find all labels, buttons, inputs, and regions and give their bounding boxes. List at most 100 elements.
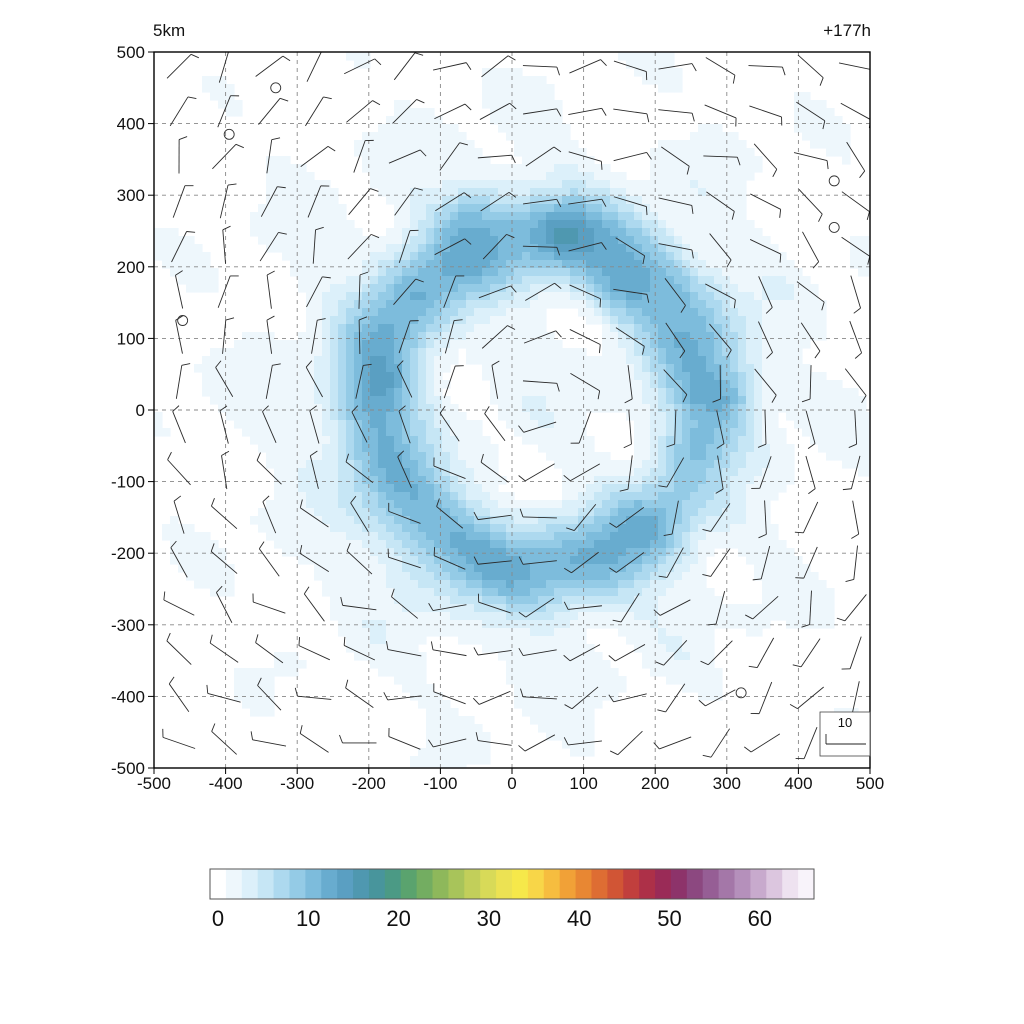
contour-cell xyxy=(642,604,651,613)
contour-cell xyxy=(186,564,195,573)
contour-cell xyxy=(738,612,747,621)
contour-cell xyxy=(642,420,651,429)
contour-cell xyxy=(706,372,715,381)
contour-cell xyxy=(602,532,611,541)
contour-cell xyxy=(458,188,467,197)
contour-cell xyxy=(354,228,363,237)
contour-cell xyxy=(506,252,515,261)
contour-cell xyxy=(306,284,315,293)
contour-cell xyxy=(570,348,579,357)
contour-cell xyxy=(458,292,467,301)
contour-cell xyxy=(570,524,579,533)
contour-cell xyxy=(778,548,787,557)
contour-cell xyxy=(778,276,787,285)
contour-cell xyxy=(594,300,603,309)
contour-cell xyxy=(370,156,379,165)
contour-cell xyxy=(658,532,667,541)
contour-cell xyxy=(602,372,611,381)
contour-cell xyxy=(346,564,355,573)
contour-cell xyxy=(706,268,715,277)
contour-cell xyxy=(610,612,619,621)
contour-cell xyxy=(562,300,571,309)
contour-cell xyxy=(530,308,539,317)
contour-cell xyxy=(234,676,243,685)
contour-cell xyxy=(674,148,683,157)
contour-cell xyxy=(514,508,523,517)
wind-barb-shaft xyxy=(569,329,601,345)
contour-cell xyxy=(434,548,443,557)
contour-cell xyxy=(618,308,627,317)
contour-cell xyxy=(578,172,587,181)
contour-cell xyxy=(490,500,499,509)
contour-cell xyxy=(210,92,219,101)
contour-cell xyxy=(562,372,571,381)
contour-cell xyxy=(866,452,870,461)
wind-barb-flag xyxy=(209,634,213,644)
contour-cell xyxy=(394,596,403,605)
contour-cell xyxy=(578,660,587,669)
contour-cell xyxy=(378,276,387,285)
contour-cell xyxy=(562,228,571,237)
contour-cell xyxy=(562,540,571,549)
contour-cell xyxy=(594,468,603,477)
contour-cell xyxy=(570,420,579,429)
contour-cell xyxy=(626,412,635,421)
contour-cell xyxy=(754,564,763,573)
contour-cell xyxy=(762,380,771,389)
contour-cell xyxy=(682,420,691,429)
contour-cell xyxy=(642,620,651,629)
contour-cell xyxy=(666,316,675,325)
contour-cell xyxy=(778,596,787,605)
contour-cell xyxy=(514,116,523,125)
wind-barb-flag xyxy=(779,254,782,263)
contour-cell xyxy=(354,364,363,373)
contour-cell xyxy=(810,404,819,413)
contour-cell xyxy=(442,564,451,573)
contour-cell xyxy=(402,484,411,493)
contour-cell xyxy=(818,580,827,589)
contour-cell xyxy=(690,404,699,413)
contour-cell xyxy=(634,388,643,397)
contour-cell xyxy=(322,572,331,581)
contour-cell xyxy=(346,556,355,565)
contour-cell xyxy=(754,468,763,477)
contour-cell xyxy=(690,644,699,653)
contour-cell xyxy=(482,76,491,85)
contour-cell xyxy=(650,244,659,253)
contour-cell xyxy=(410,364,419,373)
contour-cell xyxy=(266,236,275,245)
contour-cell xyxy=(602,196,611,205)
contour-cell xyxy=(306,308,315,317)
contour-cell xyxy=(250,436,259,445)
contour-cell xyxy=(698,596,707,605)
contour-cell xyxy=(186,556,195,565)
contour-cell xyxy=(730,332,739,341)
contour-cell xyxy=(762,580,771,589)
contour-cell xyxy=(274,508,283,517)
contour-cell xyxy=(530,132,539,141)
contour-cell xyxy=(746,468,755,477)
contour-cell xyxy=(602,596,611,605)
contour-cell xyxy=(666,164,675,173)
contour-cell xyxy=(738,188,747,197)
contour-cell xyxy=(658,52,667,61)
contour-cell xyxy=(586,676,595,685)
contour-cell xyxy=(322,364,331,373)
contour-cell xyxy=(578,444,587,453)
contour-cell xyxy=(538,428,547,437)
contour-cell xyxy=(434,460,443,469)
contour-cell xyxy=(426,268,435,277)
contour-cell xyxy=(578,724,587,733)
contour-cell xyxy=(642,612,651,621)
contour-cell xyxy=(506,292,515,301)
contour-cell xyxy=(538,540,547,549)
wind-barb-flag xyxy=(465,62,472,71)
contour-cell xyxy=(514,148,523,157)
contour-cell xyxy=(650,492,659,501)
contour-cell xyxy=(562,356,571,365)
wind-barb-shaft xyxy=(797,686,824,710)
contour-cell xyxy=(642,396,651,405)
wind-barb-shaft xyxy=(434,238,465,256)
contour-cell xyxy=(554,372,563,381)
contour-cell xyxy=(354,436,363,445)
